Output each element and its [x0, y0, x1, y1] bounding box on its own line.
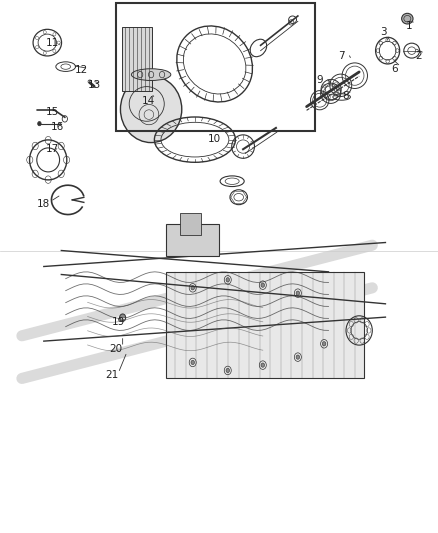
Text: 18: 18: [37, 199, 50, 208]
Circle shape: [191, 286, 194, 290]
Bar: [166, 224, 219, 256]
Text: 21: 21: [105, 370, 118, 380]
Text: 3: 3: [380, 27, 387, 37]
Circle shape: [296, 291, 300, 295]
Circle shape: [322, 342, 326, 346]
Bar: [166, 272, 364, 378]
Circle shape: [120, 314, 126, 321]
Text: 12: 12: [74, 66, 88, 75]
Bar: [122, 27, 152, 91]
Text: 16: 16: [50, 122, 64, 132]
Circle shape: [261, 363, 265, 367]
Text: 2: 2: [415, 51, 422, 61]
Text: 15: 15: [46, 107, 59, 117]
Ellipse shape: [131, 69, 171, 80]
Text: 13: 13: [88, 80, 101, 90]
Circle shape: [38, 122, 41, 126]
Circle shape: [261, 283, 265, 287]
Text: 11: 11: [46, 38, 59, 47]
Bar: [180, 213, 201, 235]
Circle shape: [191, 360, 194, 365]
Text: 9: 9: [316, 75, 323, 85]
Text: 20: 20: [110, 344, 123, 354]
Text: 10: 10: [208, 134, 221, 143]
Circle shape: [226, 278, 230, 282]
Text: 17: 17: [46, 144, 59, 154]
Ellipse shape: [120, 76, 182, 142]
Ellipse shape: [402, 13, 413, 24]
Text: 1: 1: [406, 21, 413, 30]
Circle shape: [296, 355, 300, 359]
Text: 8: 8: [343, 91, 350, 101]
Text: 14: 14: [142, 96, 155, 106]
Bar: [116, 3, 315, 131]
Text: 19: 19: [112, 318, 125, 327]
Circle shape: [226, 368, 230, 373]
Text: 7: 7: [338, 51, 345, 61]
Text: 6: 6: [391, 64, 398, 74]
